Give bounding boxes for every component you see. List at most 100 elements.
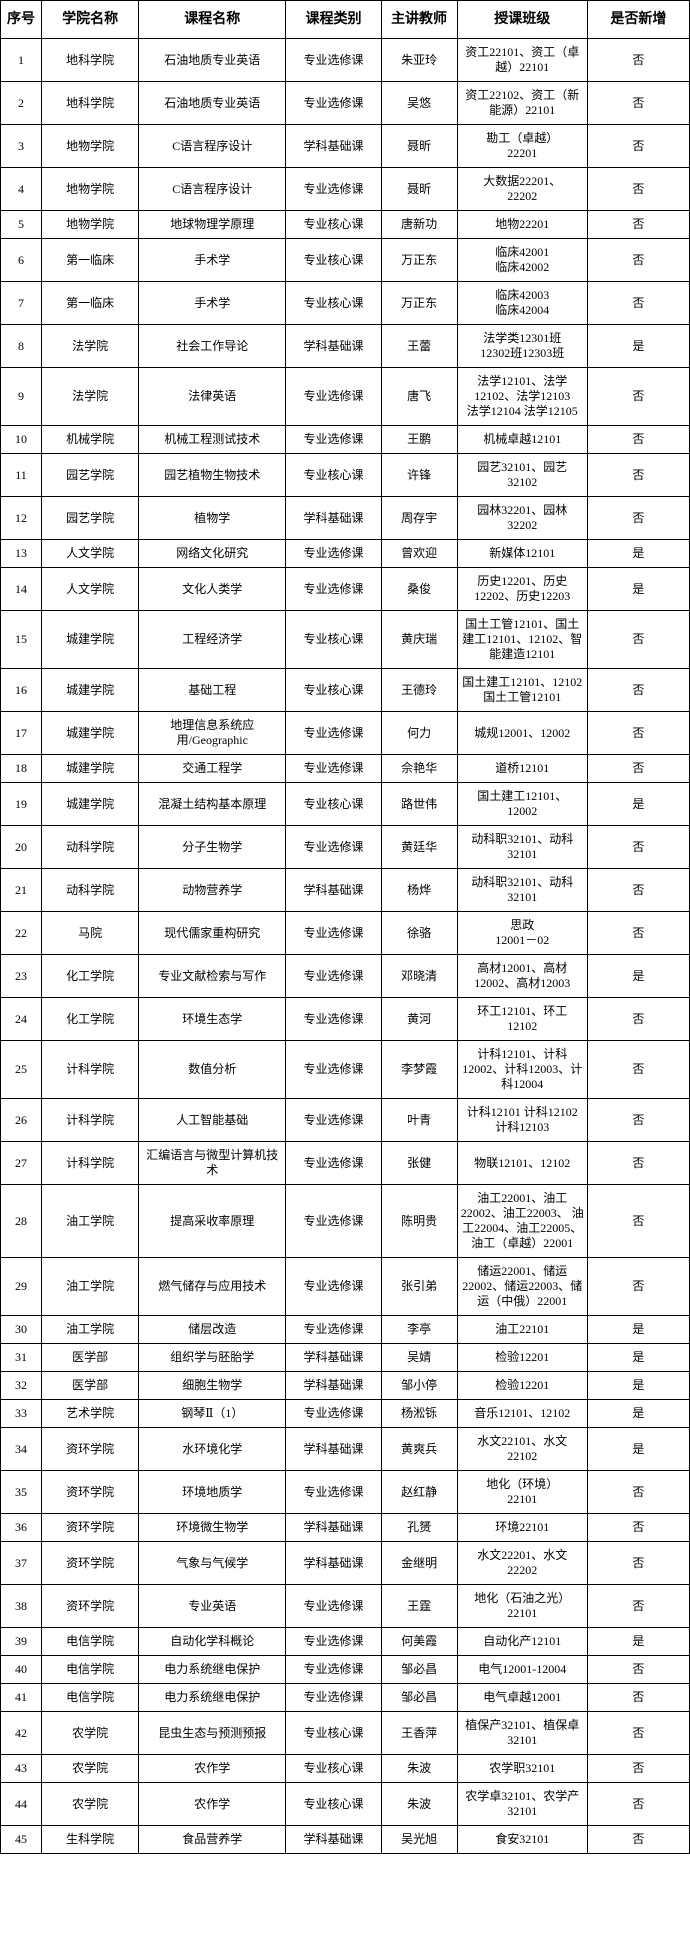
cell-teacher: 佘艳华 bbox=[380, 754, 458, 783]
cell-is-new: 否 bbox=[586, 1655, 690, 1684]
cell-no: 5 bbox=[0, 210, 43, 239]
cell-is-new: 否 bbox=[586, 668, 690, 712]
cell-course: 数值分析 bbox=[138, 1040, 287, 1099]
cell-course: 储层改造 bbox=[138, 1315, 287, 1344]
cell-classes: 勘工（卓越） 22201 bbox=[456, 124, 588, 168]
cell-no: 13 bbox=[0, 539, 43, 568]
cell-course: 地理信息系统应用/Geographic bbox=[138, 711, 287, 755]
cell-teacher: 万正东 bbox=[380, 238, 458, 282]
cell-course: 法律英语 bbox=[138, 367, 287, 426]
cell-course: 专业文献检索与写作 bbox=[138, 954, 287, 998]
table-row: 11 园艺学院 园艺植物生物技术 专业核心课 许锋 园艺32101、园艺 32102 否 bbox=[0, 453, 690, 497]
column-header: 学院名称 bbox=[41, 0, 140, 39]
cell-classes: 检验12201 bbox=[456, 1371, 588, 1400]
cell-teacher: 聂昕 bbox=[380, 124, 458, 168]
cell-course: 提高采收率原理 bbox=[138, 1184, 287, 1258]
cell-classes: 自动化产12101 bbox=[456, 1627, 588, 1656]
cell-classes: 临床42003 临床42004 bbox=[456, 281, 588, 325]
table-row: 14 人文学院 文化人类学 专业选修课 桑俊 历史12201、历史12202、历史1220… bbox=[0, 567, 690, 611]
table-row: 44 农学院 农作学 专业核心课 朱波 农学卓32101、农学产32101 否 bbox=[0, 1782, 690, 1826]
cell-category: 专业选修课 bbox=[285, 911, 382, 955]
cell-college: 动科学院 bbox=[41, 825, 140, 869]
cell-no: 27 bbox=[0, 1141, 43, 1185]
cell-college: 园艺学院 bbox=[41, 496, 140, 540]
cell-teacher: 张引弟 bbox=[380, 1257, 458, 1316]
table-row: 35 资环学院 环境地质学 专业选修课 赵红静 地化（环境） 22101 否 bbox=[0, 1470, 690, 1514]
cell-no: 39 bbox=[0, 1627, 43, 1656]
cell-category: 专业核心课 bbox=[285, 453, 382, 497]
cell-no: 19 bbox=[0, 782, 43, 826]
course-table: 序号 学院名称 课程名称 课程类别 主讲教师 授课班级 是否新增 1 地科学院 石油地质专业英语… bbox=[0, 0, 690, 1854]
table-row: 13 人文学院 网络文化研究 专业选修课 曾欢迎 新媒体12101 是 bbox=[0, 539, 690, 568]
cell-classes: 农学卓32101、农学产32101 bbox=[456, 1782, 588, 1826]
cell-college: 地物学院 bbox=[41, 124, 140, 168]
cell-no: 32 bbox=[0, 1371, 43, 1400]
column-header: 授课班级 bbox=[456, 0, 588, 39]
cell-teacher: 陈明贵 bbox=[380, 1184, 458, 1258]
cell-college: 生科学院 bbox=[41, 1825, 140, 1854]
cell-classes: 电气12001-12004 bbox=[456, 1655, 588, 1684]
cell-category: 学科基础课 bbox=[285, 1541, 382, 1585]
cell-no: 45 bbox=[0, 1825, 43, 1854]
cell-is-new: 否 bbox=[586, 210, 690, 239]
cell-course: 交通工程学 bbox=[138, 754, 287, 783]
cell-category: 专业选修课 bbox=[285, 1470, 382, 1514]
cell-no: 43 bbox=[0, 1754, 43, 1783]
table-row: 10 机械学院 机械工程测试技术 专业选修课 王鹏 机械卓越12101 否 bbox=[0, 425, 690, 454]
cell-teacher: 孔赟 bbox=[380, 1513, 458, 1542]
cell-is-new: 否 bbox=[586, 238, 690, 282]
cell-no: 20 bbox=[0, 825, 43, 869]
cell-no: 28 bbox=[0, 1184, 43, 1258]
table-row: 30 油工学院 储层改造 专业选修课 李亭 油工22101 是 bbox=[0, 1315, 690, 1344]
cell-category: 专业核心课 bbox=[285, 668, 382, 712]
cell-no: 2 bbox=[0, 81, 43, 125]
cell-is-new: 否 bbox=[586, 1584, 690, 1628]
cell-no: 3 bbox=[0, 124, 43, 168]
cell-is-new: 否 bbox=[586, 38, 690, 82]
column-header: 课程类别 bbox=[285, 0, 382, 39]
cell-no: 8 bbox=[0, 324, 43, 368]
table-row: 19 城建学院 混凝土结构基本原理 专业核心课 路世伟 国土建工12101、 12002 是 bbox=[0, 782, 690, 826]
cell-college: 资环学院 bbox=[41, 1584, 140, 1628]
cell-is-new: 是 bbox=[586, 539, 690, 568]
cell-category: 学科基础课 bbox=[285, 496, 382, 540]
cell-classes: 城规12001、12002 bbox=[456, 711, 588, 755]
cell-course: 人工智能基础 bbox=[138, 1098, 287, 1142]
cell-category: 专业选修课 bbox=[285, 754, 382, 783]
cell-college: 油工学院 bbox=[41, 1315, 140, 1344]
cell-course: 农作学 bbox=[138, 1782, 287, 1826]
cell-course: 电力系统继电保护 bbox=[138, 1683, 287, 1712]
table-row: 4 地物学院 C语言程序设计 专业选修课 聂昕 大数据22201、 22202 否 bbox=[0, 167, 690, 211]
cell-is-new: 否 bbox=[586, 1257, 690, 1316]
cell-category: 专业核心课 bbox=[285, 210, 382, 239]
cell-no: 33 bbox=[0, 1399, 43, 1428]
cell-classes: 机械卓越12101 bbox=[456, 425, 588, 454]
cell-no: 29 bbox=[0, 1257, 43, 1316]
cell-no: 11 bbox=[0, 453, 43, 497]
cell-college: 计科学院 bbox=[41, 1040, 140, 1099]
cell-is-new: 是 bbox=[586, 567, 690, 611]
cell-no: 15 bbox=[0, 610, 43, 669]
cell-classes: 物联12101、12102 bbox=[456, 1141, 588, 1185]
cell-classes: 计科12101、计科12002、计科12003、计科12004 bbox=[456, 1040, 588, 1099]
cell-no: 40 bbox=[0, 1655, 43, 1684]
cell-no: 26 bbox=[0, 1098, 43, 1142]
cell-is-new: 是 bbox=[586, 324, 690, 368]
cell-classes: 储运22001、储运22002、储运22003、储运（中俄）22001 bbox=[456, 1257, 588, 1316]
cell-course: 现代儒家重构研究 bbox=[138, 911, 287, 955]
cell-teacher: 唐新功 bbox=[380, 210, 458, 239]
cell-college: 机械学院 bbox=[41, 425, 140, 454]
cell-is-new: 否 bbox=[586, 868, 690, 912]
cell-teacher: 金继明 bbox=[380, 1541, 458, 1585]
cell-category: 专业选修课 bbox=[285, 1683, 382, 1712]
cell-category: 专业核心课 bbox=[285, 610, 382, 669]
table-row: 28 油工学院 提高采收率原理 专业选修课 陈明贵 油工22001、油工22002、油工2… bbox=[0, 1184, 690, 1258]
cell-college: 地物学院 bbox=[41, 210, 140, 239]
cell-category: 专业选修课 bbox=[285, 1627, 382, 1656]
cell-classes: 大数据22201、 22202 bbox=[456, 167, 588, 211]
cell-category: 专业核心课 bbox=[285, 238, 382, 282]
cell-course: 园艺植物生物技术 bbox=[138, 453, 287, 497]
cell-no: 9 bbox=[0, 367, 43, 426]
cell-category: 专业核心课 bbox=[285, 1711, 382, 1755]
cell-is-new: 是 bbox=[586, 1427, 690, 1471]
